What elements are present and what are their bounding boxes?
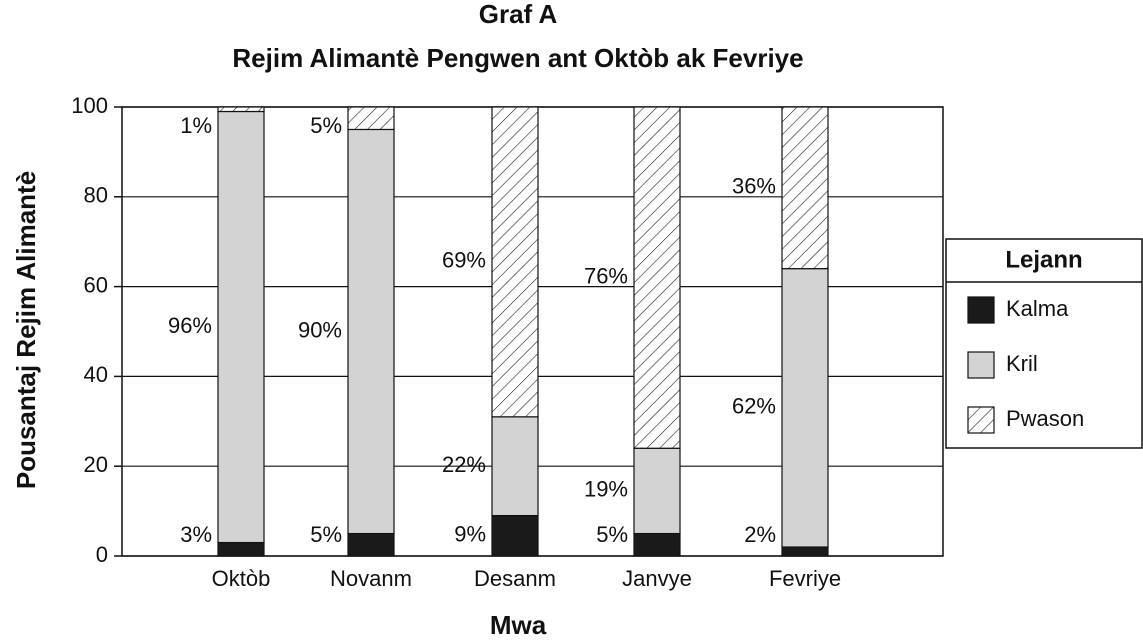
- bar-segment: [347, 532, 395, 557]
- data-label: 69%: [442, 248, 486, 273]
- y-tick-label: 80: [84, 183, 108, 208]
- data-label: 1%: [180, 113, 212, 138]
- x-tick-label: Novanm: [330, 566, 412, 591]
- data-label: 3%: [180, 522, 212, 547]
- bar-segment: [491, 416, 539, 517]
- y-tick-label: 20: [84, 452, 108, 477]
- y-tick-label: 100: [71, 93, 108, 118]
- y-tick-label: 40: [84, 362, 108, 387]
- data-label: 62%: [732, 394, 776, 419]
- bar-segment: [491, 106, 539, 418]
- x-tick-label: Fevriye: [769, 566, 841, 591]
- bar-segment: [347, 106, 395, 131]
- legend-title: Lejann: [1005, 246, 1082, 273]
- bar-segment: [217, 110, 265, 544]
- y-tick-label: 60: [84, 272, 108, 297]
- data-label: 2%: [744, 522, 776, 547]
- y-tick-label: 0: [96, 542, 108, 567]
- y-axis-label: Pousantaj Rejim Alimantè: [11, 171, 41, 489]
- bar-segment: [347, 128, 395, 535]
- legend-swatch: [967, 406, 995, 434]
- legend-label: Pwason: [1006, 406, 1084, 431]
- data-label: 5%: [310, 113, 342, 138]
- data-label: 22%: [442, 452, 486, 477]
- legend-label: Kril: [1006, 351, 1038, 376]
- data-label: 36%: [732, 174, 776, 199]
- bar-segment: [217, 541, 265, 557]
- data-label: 76%: [584, 263, 628, 288]
- data-label: 5%: [596, 522, 628, 547]
- bar-segment: [633, 532, 681, 557]
- bar-segment: [781, 268, 829, 548]
- x-axis-label: Mwa: [490, 610, 547, 640]
- data-label: 5%: [310, 522, 342, 547]
- chart-title: Graf A: [479, 0, 558, 29]
- x-tick-label: Janvye: [622, 566, 692, 591]
- bar-segment: [217, 106, 265, 113]
- legend-label: Kalma: [1006, 296, 1069, 321]
- bar-segment: [491, 514, 539, 557]
- data-label: 19%: [584, 477, 628, 502]
- legend-swatch: [967, 296, 995, 324]
- bar-segment: [781, 106, 829, 270]
- data-label: 90%: [298, 317, 342, 342]
- data-label: 96%: [168, 313, 212, 338]
- x-tick-label: Oktòb: [212, 566, 271, 591]
- legend-swatch: [967, 351, 995, 379]
- bar-segment: [633, 447, 681, 535]
- bar-segment: [633, 106, 681, 449]
- bar-segment: [781, 546, 829, 557]
- chart-subtitle: Rejim Alimantè Pengwen ant Oktòb ak Fevr…: [232, 43, 803, 73]
- x-tick-label: Desanm: [474, 566, 556, 591]
- data-label: 9%: [454, 522, 486, 547]
